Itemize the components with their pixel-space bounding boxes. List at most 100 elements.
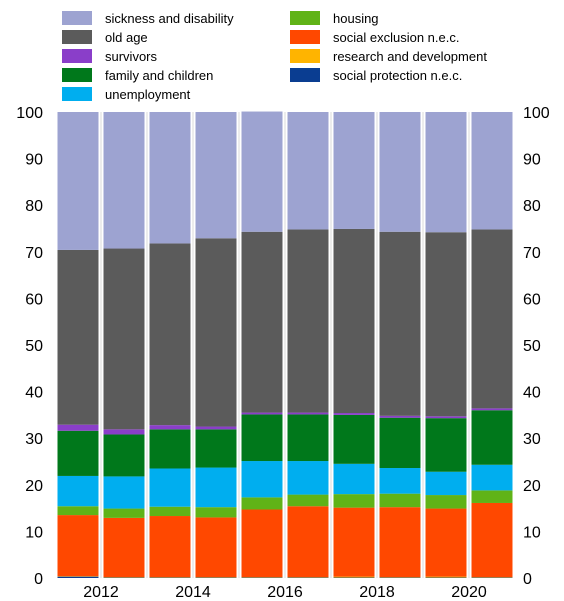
legend-label: social protection n.e.c.: [333, 68, 462, 83]
bar-old-age-2015: [241, 231, 283, 413]
bar-sickness-and-disability-2012: [103, 112, 145, 249]
y-tick-label-left: 70: [25, 245, 43, 262]
legend-item-social-exclusion-n-e-c: social exclusion n.e.c.: [290, 30, 459, 45]
y-tick-label-right: 90: [523, 152, 541, 169]
bar-family-and-children-2019: [425, 418, 467, 472]
bar-family-and-children-2012: [103, 434, 145, 477]
y-tick-label-left: 60: [25, 291, 43, 308]
bar-family-and-children-2017: [333, 414, 375, 464]
bar-family-and-children-2020: [471, 410, 513, 465]
bar-family-and-children-2016: [287, 414, 329, 462]
bar-survivors-2012: [103, 429, 145, 435]
bar-old-age-2017: [333, 228, 375, 414]
legend-swatch: [62, 68, 92, 82]
bar-unemployment-2013: [149, 468, 191, 507]
bar-social-exclusion-n-e-c-2015: [241, 509, 283, 578]
bar-social-exclusion-n-e-c-2016: [287, 506, 329, 578]
bar-survivors-2013: [149, 425, 191, 430]
bar-sickness-and-disability-2018: [379, 112, 421, 232]
bar-research-and-development-2019: [425, 576, 467, 578]
bar-sickness-and-disability-2013: [149, 112, 191, 244]
legend-swatch: [62, 30, 92, 44]
bar-family-and-children-2015: [241, 414, 283, 462]
bar-housing-2013: [149, 506, 191, 517]
bar-sickness-and-disability-2015: [241, 111, 283, 232]
legend: sickness and disability old age survivors f…: [62, 11, 487, 102]
bar-stack-2018: [379, 112, 421, 578]
legend-swatch: [62, 11, 92, 25]
legend-swatch: [290, 68, 320, 82]
legend-label: family and children: [105, 68, 213, 83]
legend-item-social-protection-n-e-c: social protection n.e.c.: [290, 68, 462, 83]
bar-sickness-and-disability-2019: [425, 112, 467, 233]
bar-survivors-2017: [333, 413, 375, 415]
bar-survivors-2014: [195, 426, 237, 430]
y-tick-label-right: 50: [523, 338, 541, 355]
plot-area: [57, 111, 513, 578]
bar-unemployment-2020: [471, 464, 513, 491]
bar-social-exclusion-n-e-c-2014: [195, 517, 237, 578]
bar-stack-2014: [195, 112, 237, 578]
bar-old-age-2020: [471, 229, 513, 409]
bar-social-exclusion-n-e-c-2018: [379, 507, 421, 578]
y-tick-label-right: 60: [523, 291, 541, 308]
bar-survivors-2020: [471, 408, 513, 411]
legend-swatch: [62, 87, 92, 101]
bar-survivors-2015: [241, 412, 283, 415]
legend-item-unemployment: unemployment: [62, 87, 191, 102]
legend-label: survivors: [105, 49, 158, 64]
bar-social-exclusion-n-e-c-2011: [57, 515, 99, 577]
bar-social-exclusion-n-e-c-2019: [425, 508, 467, 577]
bar-unemployment-2018: [379, 468, 421, 494]
bar-stack-2019: [425, 112, 467, 578]
bar-housing-2018: [379, 493, 421, 508]
legend-item-housing: housing: [290, 11, 379, 26]
bar-survivors-2016: [287, 412, 329, 415]
bar-stack-2016: [287, 112, 329, 578]
legend-item-old-age: old age: [62, 30, 148, 45]
bar-old-age-2013: [149, 243, 191, 426]
legend-swatch: [290, 11, 320, 25]
bar-family-and-children-2014: [195, 429, 237, 468]
x-tick-label: 2014: [175, 584, 211, 601]
bar-housing-2011: [57, 506, 99, 516]
y-tick-label-left: 50: [25, 338, 43, 355]
y-tick-label-left: 100: [16, 105, 43, 122]
x-tick-label: 2012: [83, 584, 119, 601]
bar-unemployment-2015: [241, 461, 283, 498]
legend-label: unemployment: [105, 87, 191, 102]
bar-unemployment-2017: [333, 463, 375, 495]
bar-sickness-and-disability-2011: [57, 112, 99, 250]
bar-unemployment-2011: [57, 475, 99, 507]
y-tick-label-right: 30: [523, 431, 541, 448]
legend-item-sickness-and-disability: sickness and disability: [62, 11, 234, 26]
bar-unemployment-2016: [287, 461, 329, 495]
x-tick-label: 2018: [359, 584, 395, 601]
y-tick-label-left: 20: [25, 478, 43, 495]
bar-research-and-development-2017: [333, 576, 375, 578]
y-tick-label-right: 40: [523, 385, 541, 402]
x-tick-label: 2020: [451, 584, 487, 601]
bar-housing-2019: [425, 495, 467, 509]
bar-sickness-and-disability-2014: [195, 112, 237, 239]
bar-social-exclusion-n-e-c-2013: [149, 516, 191, 578]
y-tick-label-right: 0: [523, 571, 532, 588]
bar-stack-2015: [241, 111, 283, 578]
bar-social-exclusion-n-e-c-2012: [103, 517, 145, 578]
bar-old-age-2012: [103, 248, 145, 430]
bar-housing-2015: [241, 497, 283, 510]
y-tick-label-right: 10: [523, 524, 541, 541]
bar-sickness-and-disability-2017: [333, 112, 375, 229]
bar-social-protection-n-e-c-2011: [57, 576, 99, 578]
legend-swatch: [290, 49, 320, 63]
bar-housing-2017: [333, 494, 375, 508]
bar-housing-2020: [471, 490, 513, 503]
bar-old-age-2014: [195, 238, 237, 427]
legend-label: research and development: [333, 49, 487, 64]
bar-social-exclusion-n-e-c-2020: [471, 502, 513, 578]
bar-survivors-2011: [57, 424, 99, 431]
bar-old-age-2016: [287, 229, 329, 413]
bar-housing-2012: [103, 508, 145, 518]
x-tick-label: 2016: [267, 584, 303, 601]
bar-family-and-children-2018: [379, 417, 421, 469]
